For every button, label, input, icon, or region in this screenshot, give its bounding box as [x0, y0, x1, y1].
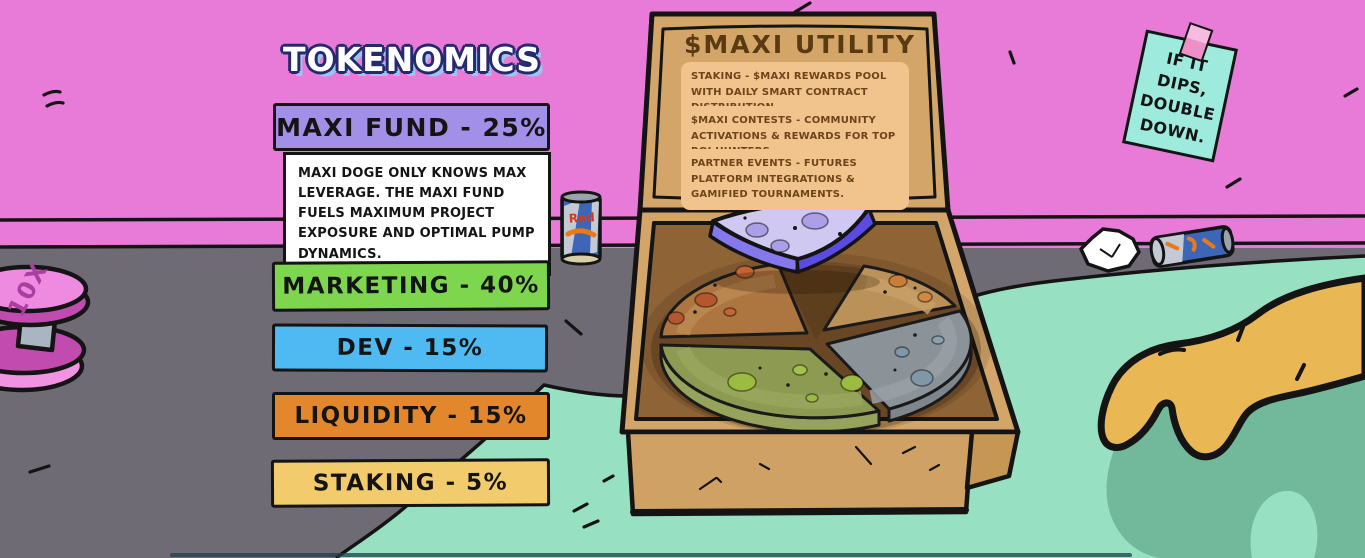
allocation-dev: DEV - 15% [271, 323, 549, 373]
allocation-liquidity: LIQUIDITY - 15% [272, 392, 550, 440]
section-title: TOKENOMICS [282, 40, 542, 79]
tokenomics-pizza [659, 261, 973, 434]
crumpled-paper [1079, 227, 1141, 273]
maxi-fund-description: MAXI DOGE ONLY KNOWS MAX LEVERAGE. THE M… [283, 152, 551, 276]
lifted-slice [708, 201, 880, 294]
doge-hand [1097, 274, 1365, 558]
allocation-marketing: MARKETING - 40% [271, 260, 551, 312]
allocation-staking: STAKING - 5% [270, 458, 551, 508]
utility-item-partner-events: PARTNER EVENTS - FUTURES PLATFORM INTEGR… [681, 149, 909, 210]
can-label: Red [568, 210, 595, 225]
discarded-can [1149, 225, 1235, 268]
dumbbell: 10X [0, 257, 91, 393]
energy-drink-can: Red [560, 190, 602, 266]
pizza-box-flap [625, 429, 975, 517]
allocation-maxi-fund: MAXI FUND - 25% [273, 103, 550, 151]
utility-board-title: $MAXI UTILITY [684, 30, 916, 59]
